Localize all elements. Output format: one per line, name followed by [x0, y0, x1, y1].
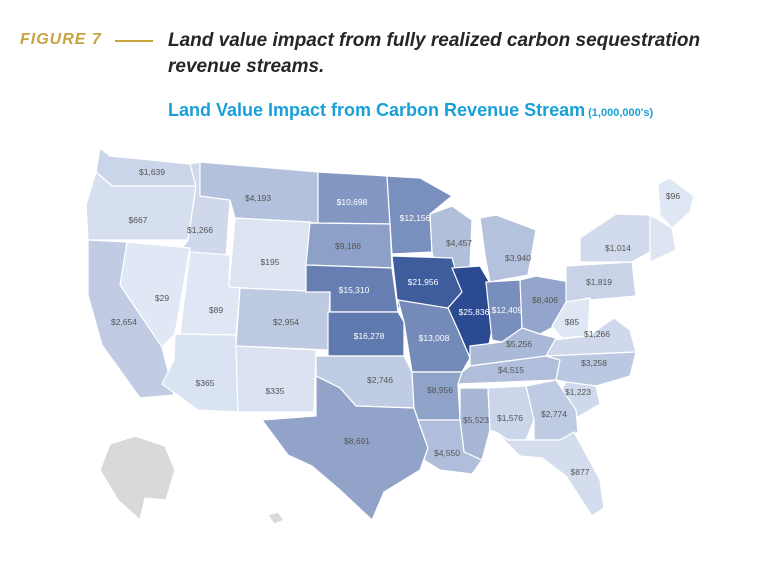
state-mn-value-label: $12,156 [400, 213, 431, 223]
state-mo-shape [397, 299, 471, 373]
state-co-value-label: $2,954 [273, 317, 299, 327]
state-me-value-label: $96 [666, 191, 680, 201]
state-al-value-label: $1,576 [497, 413, 523, 423]
map-title: Land Value Impact from Carbon Revenue St… [168, 100, 653, 121]
state-wy-shape [228, 217, 311, 293]
state-mo-value-label: $13,008 [419, 333, 450, 343]
state-pa-value-label: $1,819 [586, 277, 612, 287]
state-nm-value-label: $335 [266, 386, 285, 396]
state-ms-value-label: $5,523 [463, 415, 489, 425]
state-il-value-label: $25,836 [459, 307, 490, 317]
map-title-text: Land Value Impact from Carbon Revenue St… [168, 100, 586, 120]
state-pa-shape [565, 261, 637, 303]
state-sd-value-label: $9,186 [335, 241, 361, 251]
state-in-value-label: $12,409 [492, 305, 523, 315]
figure-divider [115, 40, 153, 42]
state-nv-value-label: $29 [155, 293, 169, 303]
state-wy-value-label: $195 [261, 257, 280, 267]
state-la-value-label: $4,550 [434, 448, 460, 458]
state-id-value-label: $1,266 [187, 225, 213, 235]
state-wa-value-label: $1,639 [139, 167, 165, 177]
state-mi-shape [479, 214, 537, 283]
state-ia-value-label: $21,956 [408, 277, 439, 287]
state-va-value-label: $1,266 [584, 329, 610, 339]
state-ca-shape [87, 239, 175, 399]
state-fl-shape [495, 431, 605, 517]
state-fl-value-label: $877 [571, 467, 590, 477]
state-ak-shape [99, 435, 176, 522]
state-nc-value-label: $3,258 [581, 358, 607, 368]
state-ga-value-label: $2,774 [541, 409, 567, 419]
state-ar-value-label: $8,956 [427, 385, 453, 395]
state-ut-value-label: $89 [209, 305, 223, 315]
state-me-shape [657, 177, 695, 229]
state-ny-value-label: $1,014 [605, 243, 631, 253]
state-tn-value-label: $4,515 [498, 365, 524, 375]
figure-label: FIGURE 7 [20, 31, 102, 48]
state-ar-shape [411, 371, 463, 421]
state-hi-shape [267, 511, 285, 525]
figure-caption: Land value impact from fully realized ca… [168, 30, 701, 77]
state-mi-value-label: $3,940 [505, 253, 531, 263]
state-wv-value-label: $85 [565, 317, 579, 327]
state-wi-value-label: $4,457 [446, 238, 472, 248]
state-az-shape [161, 333, 239, 413]
state-tx-value-label: $8,691 [344, 436, 370, 446]
state-ca-value-label: $2,654 [111, 317, 137, 327]
state-az-value-label: $365 [196, 378, 215, 388]
state-ne-value-label: $15,310 [339, 285, 370, 295]
state-ok-value-label: $2,746 [367, 375, 393, 385]
state-nm-shape [235, 345, 317, 413]
map-title-unit: (1,000,000's) [588, 107, 654, 119]
state-la-shape [417, 419, 483, 475]
state-ks-shape [327, 311, 405, 357]
state-or-value-label: $667 [129, 215, 148, 225]
state-mt-value-label: $4,193 [245, 193, 271, 203]
state-sc-value-label: $1,223 [565, 387, 591, 397]
state-ks-value-label: $16,278 [354, 331, 385, 341]
state-nd-value-label: $10,698 [337, 197, 368, 207]
state-ny-shape [579, 213, 651, 263]
state-ky-value-label: $5,256 [506, 339, 532, 349]
state-oh-value-label: $8,406 [532, 295, 558, 305]
